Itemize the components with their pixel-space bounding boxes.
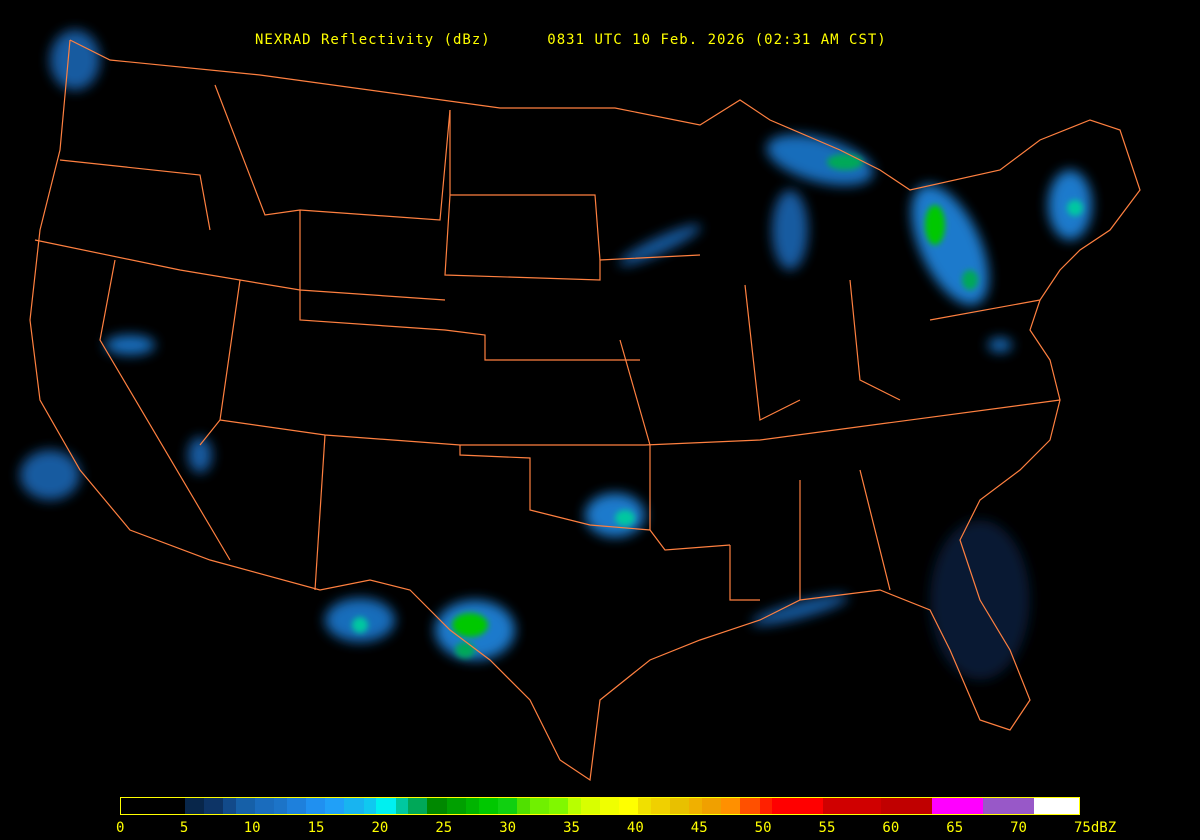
- color-scale-tick-label: 30: [499, 820, 517, 836]
- color-scale-segment: [599, 798, 620, 814]
- product-label: NEXRAD Reflectivity (dBz): [255, 32, 491, 48]
- color-scale-tick-label: 70: [1010, 820, 1027, 836]
- color-scale-segment: [235, 798, 256, 814]
- color-scale-segment: [548, 798, 568, 814]
- color-scale-segment: [567, 798, 581, 814]
- color-scale-tick-label: 65: [946, 820, 964, 836]
- color-scale-segment: [982, 798, 1035, 814]
- color-scale-segment: [408, 798, 428, 814]
- color-scale-ticks: 0 5 10 15 20 25 30 35 40 45 50 55 60 65 70 75dBZ: [0, 820, 1200, 840]
- color-scale-segment: [650, 798, 671, 814]
- color-scale-tick-label: 10: [243, 820, 261, 836]
- color-scale-segment: [702, 798, 722, 814]
- map-title: NEXRAD Reflectivity (dBz) 0831 UTC 10 Fe…: [255, 32, 887, 48]
- color-scale-segment: [306, 798, 326, 814]
- color-scale-segment: [619, 798, 639, 814]
- color-scale-segment: [823, 798, 881, 814]
- color-scale-tick-label: 75dBZ: [1074, 820, 1117, 836]
- color-scale-segment: [325, 798, 345, 814]
- timestamp: 0831 UTC 10 Feb. 2026 (02:31 AM CST): [547, 32, 887, 48]
- color-scale-segment: [344, 798, 364, 814]
- color-scale-segment: [497, 798, 517, 814]
- color-scale-segment: [759, 798, 773, 814]
- color-scale-segment: [446, 798, 466, 814]
- color-scale-segment: [395, 798, 409, 814]
- color-scale-segment: [184, 798, 205, 814]
- color-scale-segment: [287, 798, 307, 814]
- radar-map: [20, 30, 1141, 782]
- color-scale-tick-label: 20: [371, 820, 389, 836]
- color-scale-tick-label: 60: [882, 820, 900, 836]
- color-scale-tick-label: 35: [563, 820, 580, 836]
- color-scale-segment: [478, 798, 498, 814]
- us-outline: [29, 39, 1141, 782]
- color-scale-segment: [931, 798, 983, 814]
- color-scale-segment: [580, 798, 600, 814]
- color-scale-segment: [121, 798, 185, 814]
- color-scale-segment: [516, 798, 530, 814]
- color-scale-segment: [204, 798, 224, 814]
- color-scale-segment: [274, 798, 288, 814]
- radar-echoes: [20, 30, 1092, 680]
- color-scale-segment: [427, 798, 447, 814]
- color-scale-segment: [529, 798, 549, 814]
- color-scale-tick-label: 25: [435, 820, 453, 836]
- color-scale-segment: [223, 798, 236, 814]
- color-scale-tick-label: 45: [690, 820, 708, 836]
- color-scale-segment: [363, 798, 377, 814]
- color-scale-segment: [465, 798, 479, 814]
- color-scale-segment: [1034, 798, 1079, 814]
- color-scale-segment: [721, 798, 741, 814]
- color-scale-bar: [120, 797, 1080, 815]
- color-scale-segment: [772, 798, 824, 814]
- boundaries: [29, 39, 1141, 782]
- color-scale-tick-label: 15: [307, 820, 325, 836]
- color-scale-segment: [670, 798, 690, 814]
- color-scale-tick-label: 40: [626, 820, 644, 836]
- radar-cores: [352, 154, 1083, 658]
- color-scale-segment: [880, 798, 932, 814]
- color-scale-segment: [376, 798, 396, 814]
- color-scale-tick-label: 50: [754, 820, 772, 836]
- color-scale-segment: [740, 798, 760, 814]
- color-scale-tick-label: 0: [116, 820, 125, 836]
- color-scale-tick-label: 5: [179, 820, 189, 836]
- color-scale-segment: [255, 798, 275, 814]
- color-scale-segment: [689, 798, 703, 814]
- color-scale-segment: [638, 798, 651, 814]
- color-scale-tick-label: 55: [818, 820, 836, 836]
